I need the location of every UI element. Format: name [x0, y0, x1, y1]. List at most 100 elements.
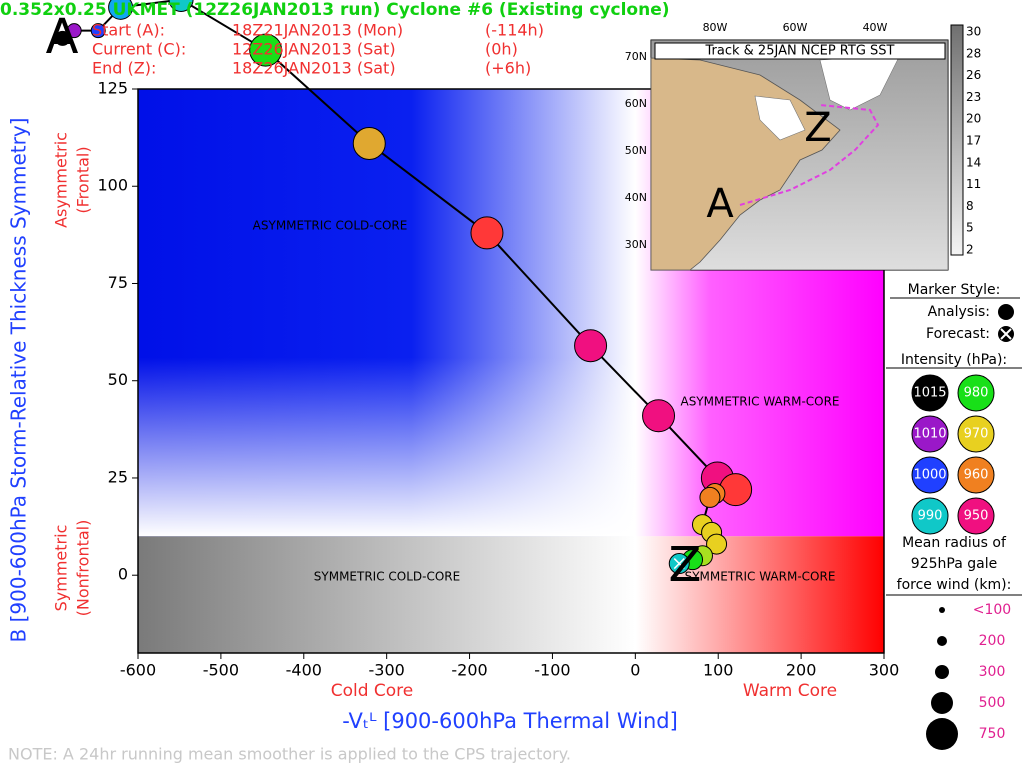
- intensity-swatch: [911, 497, 949, 535]
- radius-label: 300: [979, 664, 1006, 680]
- colorbar-label: 8: [966, 199, 974, 213]
- map-lon-label: 80W: [703, 21, 728, 34]
- inset-map: [650, 24, 964, 271]
- run-info: (0h): [485, 40, 518, 59]
- run-info: Start (A):: [92, 21, 165, 40]
- legend-label: Forecast:: [926, 326, 990, 342]
- end-letter: Z: [669, 537, 702, 593]
- x-tick-label: -100: [534, 661, 570, 680]
- run-info: Current (C):: [92, 40, 186, 59]
- colorbar-label: 14: [966, 155, 981, 169]
- x-tick-label: 300: [869, 661, 900, 680]
- intensity-label: 1015: [913, 386, 946, 401]
- radius-swatch: [931, 692, 953, 714]
- colorbar-label: 5: [966, 221, 974, 235]
- legend-title: Mean radius of: [902, 535, 1007, 551]
- y-tick-label: 50: [108, 370, 128, 389]
- y-tick-label: 25: [108, 467, 128, 486]
- x-tick-label: 100: [703, 661, 734, 680]
- intensity-swatch: [911, 456, 949, 494]
- x-sub-label: Warm Core: [743, 681, 837, 701]
- run-info: 18Z26JAN2013 (Sat): [232, 59, 396, 78]
- radius-swatch: [926, 718, 958, 750]
- run-info: 12Z26JAN2013 (Sat): [232, 40, 396, 59]
- legend-title: force wind (km):: [897, 577, 1012, 593]
- start-letter: A: [46, 9, 79, 65]
- x-tick-label: 200: [786, 661, 817, 680]
- x-tick-label: 0: [630, 661, 640, 680]
- run-info: (+6h): [485, 59, 531, 78]
- run-info: End (Z):: [92, 59, 156, 78]
- legend-title: Intensity (hPa):: [901, 352, 1007, 368]
- x-tick-label: -400: [286, 661, 322, 680]
- y-axis-label: B [900-600hPa Storm-Relative Thickness S…: [7, 118, 31, 643]
- plot-border: [137, 88, 885, 654]
- y-tick-label: 125: [97, 79, 128, 98]
- trajectory-point: [470, 216, 504, 250]
- trajectory-point: [706, 533, 728, 555]
- trajectory-point: [642, 399, 676, 433]
- map-letter: A: [706, 181, 734, 227]
- intensity-label: 960: [964, 468, 989, 483]
- trajectory-point: [55, 30, 71, 46]
- quadrant-label: SYMMETRIC COLD-CORE: [314, 570, 460, 584]
- plot: -600 -500 -400 -300 -200 -100 0 100 200 300 0 25 50 7…: [97, 79, 899, 680]
- trajectory-point: [352, 126, 386, 160]
- phase-background: [137, 88, 885, 654]
- map-lat-label: 50N: [625, 144, 647, 157]
- x-tick-label: -300: [369, 661, 405, 680]
- radius-label: <100: [973, 602, 1011, 618]
- radius-label: 750: [979, 726, 1006, 742]
- x-sub-label: Cold Core: [331, 681, 414, 701]
- trajectory-point: [108, 0, 134, 20]
- note: NOTE: A 24hr running mean smoother is ap…: [8, 745, 571, 764]
- intensity-label: 950: [964, 509, 989, 524]
- map-lon-label: 40W: [863, 21, 888, 34]
- map-lon-label: 60W: [783, 21, 808, 34]
- x-tick-label: -200: [451, 661, 487, 680]
- trajectory-point: [90, 23, 106, 39]
- intensity-swatch: [911, 374, 949, 412]
- quadrant-label: ASYMMETRIC WARM-CORE: [680, 395, 839, 409]
- legend-title: Marker Style:: [908, 282, 1001, 298]
- intensity-label: 970: [964, 427, 989, 442]
- intensity-label: 990: [918, 509, 943, 524]
- x-tick-label: -600: [120, 661, 156, 680]
- intensity-swatch: [911, 415, 949, 453]
- x-axis-label: -Vₜᴸ [900-600hPa Thermal Wind]: [342, 709, 678, 733]
- y-sub-label: (Nonfrontal): [74, 520, 93, 617]
- radius-swatch: [935, 665, 949, 679]
- radius-swatch: [939, 607, 945, 613]
- radius-swatch: [937, 636, 947, 646]
- trajectory-point: [699, 486, 721, 508]
- trajectory-point: [168, 0, 194, 13]
- colorbar-label: 30: [966, 25, 981, 39]
- y-tick-label: 75: [108, 273, 128, 292]
- x-tick-label: -500: [203, 661, 239, 680]
- y-tick-label: 100: [97, 176, 128, 195]
- colorbar-label: 23: [966, 90, 981, 104]
- colorbar-label: 28: [966, 46, 981, 60]
- y-sub-label: Symmetric: [52, 525, 71, 612]
- intensity-swatch: [957, 374, 995, 412]
- legend-marker: [1000, 328, 1012, 340]
- colorbar-label: 11: [966, 177, 981, 191]
- quadrant: [138, 536, 636, 653]
- intensity-label: 980: [964, 386, 989, 401]
- map-lat-label: 60N: [625, 97, 647, 110]
- run-info: (-114h): [485, 21, 544, 40]
- y-sub-label: Asymmetric: [52, 132, 71, 228]
- chart-title: 0.352x0.25 UKMET (12Z26JAN2013 run) Cycl…: [0, 0, 670, 20]
- y-sub-label: (Frontal): [74, 146, 93, 213]
- quadrant: [138, 89, 636, 537]
- intensity-label: 1000: [913, 468, 946, 483]
- map-letter: Z: [804, 105, 831, 151]
- quadrant-label: SYMMETRIC WARM-CORE: [685, 570, 836, 584]
- legend-marker: [998, 304, 1014, 320]
- trajectory-point: [249, 33, 283, 67]
- legend-title: 925hPa gale: [911, 556, 997, 572]
- trajectory-point: [574, 329, 608, 363]
- radius-label: 500: [979, 695, 1006, 711]
- intensity-label: 1010: [913, 427, 946, 442]
